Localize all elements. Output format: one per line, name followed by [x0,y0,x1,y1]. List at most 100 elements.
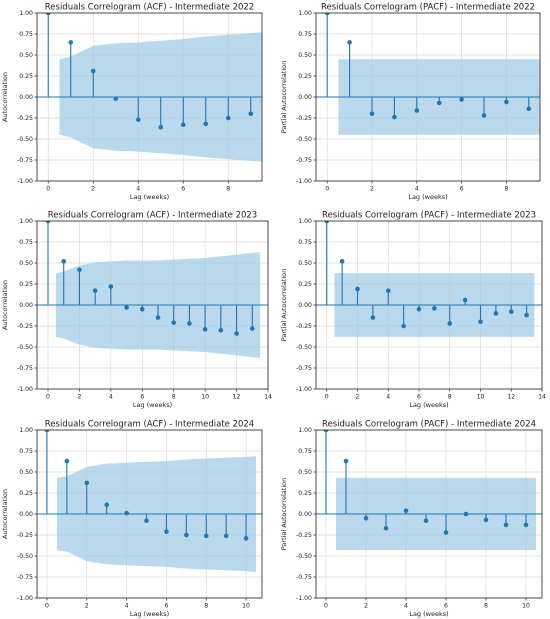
y-tick-label: 1.00 [19,427,33,434]
stem-marker [225,115,231,121]
stem-marker [343,458,349,464]
y-tick-label: -0.25 [17,115,33,122]
stem-marker [347,40,352,45]
chart-title: Residuals Correlogram (PACF) - Intermedi… [321,3,535,13]
x-axis-label: Lag (weeks) [130,193,169,201]
stem-marker [403,508,409,513]
stem-marker [323,430,329,433]
stem-marker [249,326,255,331]
y-tick-label: -0.75 [296,365,312,372]
stem-marker [90,68,96,74]
y-tick-label: 1.00 [19,10,33,17]
x-tick-label: 2 [364,603,368,610]
stem-marker [203,121,209,127]
stem-marker [84,480,90,486]
y-tick-label: 1.00 [19,218,33,225]
stem-marker [144,518,149,524]
stem-marker [234,331,239,336]
stem-marker [443,530,449,535]
x-tick-label: 14 [264,394,272,401]
y-tick-label: -0.75 [17,574,33,581]
y-tick-label: 0.25 [298,73,312,80]
y-tick-label: -1.00 [296,178,312,185]
stem-marker [524,312,529,318]
x-tick-label: 6 [417,394,421,401]
x-tick-label: 0 [325,186,329,193]
stem-marker [203,533,209,539]
x-tick-label: 6 [444,603,448,610]
stem-marker [401,323,406,329]
stem-marker [324,221,330,224]
chart-title: Residuals Correlogram (ACF) - Intermedia… [45,420,254,430]
y-tick-label: -0.75 [296,157,312,164]
stem-marker [436,100,442,106]
stem-marker [45,221,51,224]
x-tick-label: 6 [460,186,464,193]
x-tick-label: 8 [504,186,508,193]
chart-title: Residuals Correlogram (PACF) - Intermedi… [322,211,536,221]
y-tick-label: 0.75 [298,448,312,455]
y-tick-label: 0.75 [298,31,312,38]
stem-marker [135,117,141,122]
y-tick-label: 0.00 [19,302,33,309]
y-axis-label: Partial Autocorrelation [280,269,288,341]
y-tick-label: 0.25 [19,490,33,497]
stem-marker [68,40,74,45]
stem-marker [392,114,397,120]
x-tick-label: 10 [242,603,250,610]
y-axis-label: Partial Autocorrelation [280,61,288,133]
stem-marker [113,96,119,101]
x-axis-label: Lag (weeks) [409,401,448,409]
y-tick-label: -0.50 [296,344,312,351]
y-tick-label: -0.25 [17,532,33,539]
y-tick-label: 1.00 [298,218,312,225]
stem-marker [459,97,464,102]
y-tick-label: 0.00 [298,302,312,309]
stem-marker [503,522,509,528]
x-tick-label: 4 [386,394,390,401]
x-tick-label: 2 [91,186,95,193]
stem-marker [493,311,499,316]
y-tick-label: -1.00 [296,595,312,602]
y-axis-label: Autocorrelation [1,280,9,330]
y-tick-label: -0.50 [17,344,33,351]
stem-marker [218,327,224,333]
y-tick-label: -0.75 [17,157,33,164]
y-tick-label: 0.50 [298,260,312,267]
stem-marker [370,315,376,320]
y-tick-label: 0.50 [298,52,312,59]
stem-marker [447,321,453,326]
y-tick-label: -0.25 [17,323,33,330]
stem-marker [155,315,161,320]
y-tick-label: 0.25 [19,73,33,80]
stem-marker [481,113,487,118]
y-tick-label: -0.25 [296,115,312,122]
stem-marker [124,305,129,310]
stem-marker [355,286,360,292]
x-tick-label: 12 [507,394,515,401]
y-tick-label: 0.75 [19,31,33,38]
stem-marker [124,510,129,516]
y-tick-label: 0.25 [298,281,312,288]
x-tick-label: 8 [204,603,208,610]
y-tick-label: -1.00 [17,178,33,185]
stem-marker [139,306,145,312]
x-axis-label: Lag (weeks) [130,610,169,618]
chart-panel-1: -1.00 -0.75 -0.50 -0.25 0.00 0.25 0.50 0.75 1.00… [1,3,263,201]
chart-panel-6: -1.00 -0.75 -0.50 -0.25 0.00 0.25 0.50 0.75 1.00… [280,420,543,618]
stem-marker [508,309,514,315]
y-tick-label: 0.50 [19,260,33,267]
stem-marker [369,111,375,117]
chart-panel-3: -1.00 -0.75 -0.50 -0.25 0.00 0.25 0.50 0.75 1.00… [1,211,272,410]
chart-title: Residuals Correlogram (ACF) - Intermedia… [48,211,257,221]
y-tick-label: -0.50 [17,553,33,560]
y-tick-label: -1.00 [17,386,33,393]
stem-marker [92,288,98,294]
stem-marker [223,533,229,539]
x-tick-label: 8 [448,394,452,401]
x-tick-label: 8 [484,603,488,610]
x-tick-label: 6 [181,186,185,193]
x-tick-label: 2 [356,394,360,401]
y-tick-label: 0.00 [298,94,312,101]
